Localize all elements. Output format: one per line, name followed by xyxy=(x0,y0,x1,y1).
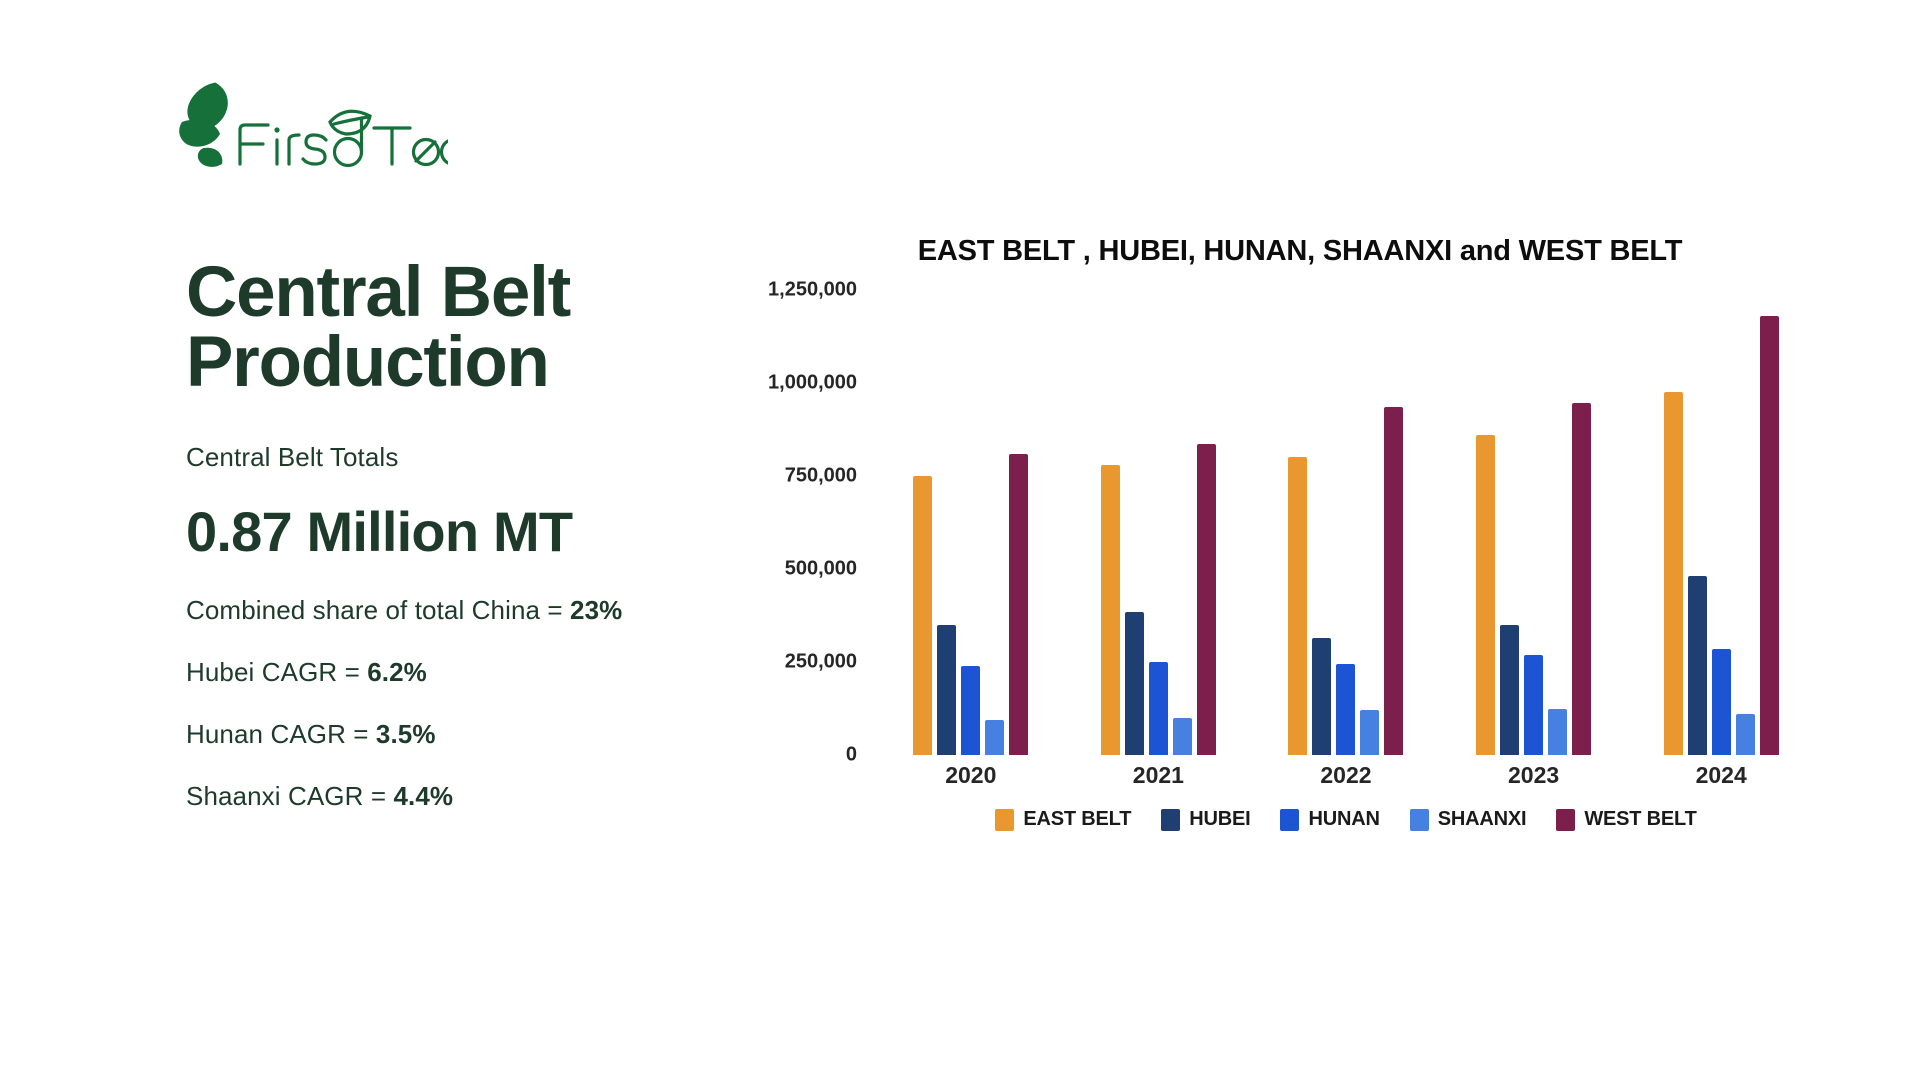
bar-east-belt-2023[interactable] xyxy=(1476,435,1496,755)
bar-shaanxi-2022[interactable] xyxy=(1360,710,1380,755)
fact-label: Hubei CAGR = xyxy=(186,657,368,688)
bar-west-belt-2021[interactable] xyxy=(1196,444,1216,755)
bar-hubei-2020[interactable] xyxy=(937,624,957,755)
legend-swatch-icon xyxy=(995,808,1015,831)
bar-group-2023 xyxy=(1476,290,1592,755)
fact-label: Hunan CAGR = xyxy=(186,719,376,750)
chart-panel: EAST BELT , HUBEI, HUNAN, SHAANXI and WE… xyxy=(745,235,1815,875)
legend-label: WEST BELT xyxy=(1584,808,1697,830)
fact-value: 4.4% xyxy=(393,781,454,812)
legend-label: SHAANXI xyxy=(1437,808,1527,830)
fact-combined-share: Combined share of total China = 23% xyxy=(186,595,786,626)
bar-hunan-2023[interactable] xyxy=(1524,654,1544,755)
chart-title: EAST BELT , HUBEI, HUNAN, SHAANXI and WE… xyxy=(917,235,1683,267)
fact-value: 6.2% xyxy=(367,657,427,688)
x-axis-tick: 2020 xyxy=(945,762,997,788)
bar-hubei-2024[interactable] xyxy=(1687,576,1707,755)
y-axis-tick: 0 xyxy=(845,743,857,766)
bar-group-2020 xyxy=(913,290,1029,755)
legend-label: EAST BELT xyxy=(1023,808,1132,830)
legend-item-hunan[interactable]: HUNAN xyxy=(1280,808,1380,831)
bar-group-2024 xyxy=(1663,290,1779,755)
fact-label: Shaanxi CAGR = xyxy=(186,781,394,812)
y-axis-tick: 1,000,000 xyxy=(768,371,857,394)
bar-west-belt-2022[interactable] xyxy=(1384,407,1404,755)
bar-shaanxi-2024[interactable] xyxy=(1735,714,1755,755)
y-axis-tick: 250,000 xyxy=(784,650,857,673)
fact-shaanxi-cagr: Shaanxi CAGR = 4.4% xyxy=(186,781,786,812)
subtitle-label: Central Belt Totals xyxy=(186,442,399,473)
left-content-panel: Central Belt Production Central Belt Tot… xyxy=(186,253,786,812)
tea-leaf-icon xyxy=(179,82,228,167)
fact-value: 3.5% xyxy=(375,719,436,750)
bar-west-belt-2020[interactable] xyxy=(1009,453,1029,755)
bar-east-belt-2021[interactable] xyxy=(1100,464,1120,755)
legend-label: HUNAN xyxy=(1308,808,1380,830)
headline-statistic: 0.87 Million MT xyxy=(186,500,573,564)
bar-shaanxi-2021[interactable] xyxy=(1172,717,1192,755)
bar-hunan-2024[interactable] xyxy=(1711,648,1731,755)
bar-group-2022 xyxy=(1288,290,1404,755)
legend-swatch-icon xyxy=(1161,808,1181,831)
bar-hubei-2022[interactable] xyxy=(1312,637,1332,755)
x-axis-tick: 2022 xyxy=(1320,762,1372,788)
fact-hubei-cagr: Hubei CAGR = 6.2% xyxy=(186,657,786,688)
legend-label: HUBEI xyxy=(1189,808,1251,830)
brand-logo[interactable] xyxy=(178,78,469,170)
chart-legend: EAST BELT HUBEI HUNAN SHAANXI WEST BELT xyxy=(877,808,1815,831)
plot-wrapper: 0 250,000 500,000 750,000 1,000,000 1,250,000… xyxy=(745,279,1815,831)
bar-east-belt-2024[interactable] xyxy=(1663,392,1683,755)
bar-shaanxi-2023[interactable] xyxy=(1548,708,1568,755)
legend-item-hubei[interactable]: HUBEI xyxy=(1161,808,1251,831)
fact-value: 23% xyxy=(570,595,623,626)
y-axis-tick: 500,000 xyxy=(784,557,857,580)
legend-item-west-belt[interactable]: WEST BELT xyxy=(1556,808,1697,831)
x-axis-tick: 2023 xyxy=(1507,762,1560,788)
bar-group-2021 xyxy=(1100,290,1216,755)
bar-hunan-2021[interactable] xyxy=(1148,662,1168,755)
bar-west-belt-2024[interactable] xyxy=(1759,316,1779,755)
legend-item-shaanxi[interactable]: SHAANXI xyxy=(1409,808,1527,831)
x-axis-tick: 2021 xyxy=(1132,762,1184,788)
bar-hubei-2023[interactable] xyxy=(1500,624,1520,755)
bar-east-belt-2020[interactable] xyxy=(913,476,933,755)
bar-hunan-2020[interactable] xyxy=(961,665,981,755)
bar-shaanxi-2020[interactable] xyxy=(985,719,1005,755)
page-title: Central Belt Production xyxy=(186,253,571,402)
fact-label: Combined share of total China = xyxy=(186,595,571,626)
plot-area xyxy=(877,290,1815,755)
bar-hunan-2022[interactable] xyxy=(1336,663,1356,755)
x-axis: 2020 2021 2022 2023 2024 xyxy=(877,762,1815,789)
bar-west-belt-2023[interactable] xyxy=(1572,403,1592,755)
legend-swatch-icon xyxy=(1409,808,1429,831)
legend-item-east-belt[interactable]: EAST BELT xyxy=(995,808,1131,831)
y-axis-tick: 1,250,000 xyxy=(768,278,857,301)
fact-hunan-cagr: Hunan CAGR = 3.5% xyxy=(186,719,786,750)
bar-east-belt-2022[interactable] xyxy=(1288,457,1308,755)
legend-swatch-icon xyxy=(1280,808,1300,831)
y-axis: 0 250,000 500,000 750,000 1,000,000 1,250,000 xyxy=(745,279,867,766)
legend-swatch-icon xyxy=(1556,808,1576,831)
x-axis-tick: 2024 xyxy=(1695,762,1747,788)
y-axis-tick: 750,000 xyxy=(784,464,857,487)
firsdtea-logo-svg xyxy=(179,82,469,168)
bar-hubei-2021[interactable] xyxy=(1124,611,1144,755)
